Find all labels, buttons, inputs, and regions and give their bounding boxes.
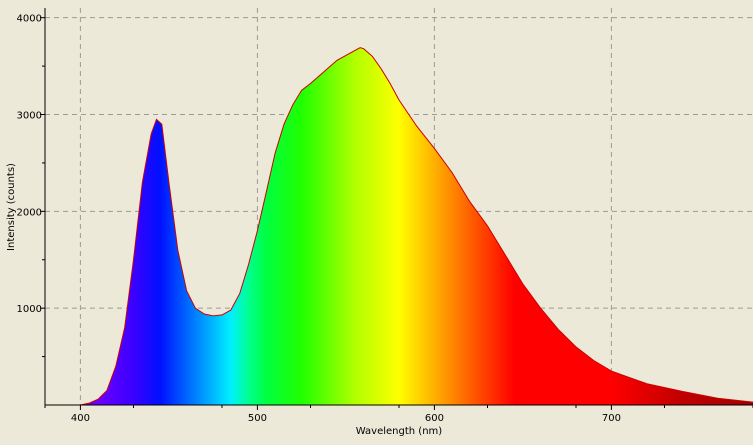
x-tick-label: 400 [71, 413, 90, 424]
intensity-line [45, 47, 753, 406]
ticks: 400 500 600 700 1000 2000 3000 4000 [17, 14, 753, 424]
y-axis-label: Intensity (counts) [6, 163, 17, 251]
x-tick-label: 700 [602, 413, 621, 424]
x-axis-label: Wavelength (nm) [356, 426, 442, 437]
plot-area [45, 47, 753, 406]
spectrum-area [45, 47, 753, 405]
y-tick-label: 2000 [17, 207, 42, 218]
y-tick-label: 3000 [17, 111, 42, 122]
y-tick-label: 1000 [17, 304, 42, 315]
x-tick-label: 600 [425, 413, 444, 424]
x-tick-label: 500 [248, 413, 267, 424]
y-tick-label: 4000 [17, 14, 42, 25]
